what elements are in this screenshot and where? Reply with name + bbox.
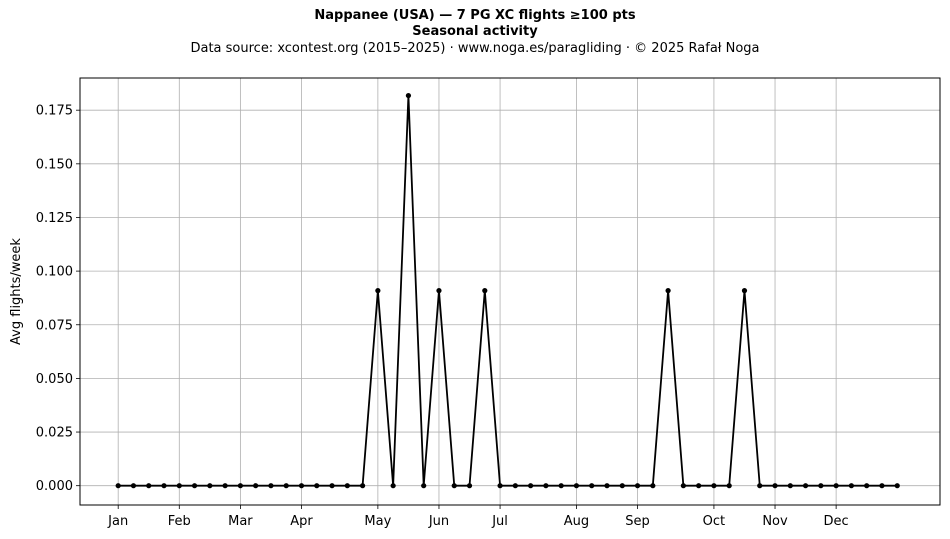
data-point	[344, 483, 350, 489]
x-tick-label: Aug	[564, 514, 589, 529]
x-tick-label: Dec	[824, 514, 849, 529]
y-tick-label: 0.050	[36, 372, 73, 387]
data-point	[482, 288, 488, 294]
chart-subtitle: Seasonal activity	[412, 24, 538, 39]
data-point	[879, 483, 885, 489]
y-tick-label: 0.100	[36, 265, 73, 280]
series-line	[118, 95, 898, 487]
data-point	[115, 483, 121, 489]
data-point	[894, 483, 900, 489]
data-point	[237, 483, 243, 489]
data-point	[512, 483, 518, 489]
data-point	[207, 483, 213, 489]
plot-frame	[79, 77, 941, 506]
data-point	[848, 483, 855, 489]
data-point	[390, 483, 396, 489]
x-tick-label: Jul	[491, 514, 508, 529]
data-point	[833, 483, 839, 489]
data-point	[726, 483, 732, 489]
data-point	[665, 288, 671, 294]
data-point	[680, 483, 686, 489]
data-point	[359, 483, 366, 489]
data-point	[466, 483, 473, 489]
data-point	[283, 483, 289, 489]
x-tick-label: Oct	[703, 514, 725, 529]
data-point	[405, 92, 412, 99]
data-point	[772, 483, 778, 489]
data-point	[573, 483, 580, 489]
data-point	[161, 483, 167, 489]
y-tick-label: 0.175	[36, 104, 73, 119]
data-point	[451, 483, 457, 489]
y-tick-label: 0.075	[36, 318, 73, 333]
y-tick-label: 0.150	[36, 157, 73, 172]
x-tick-label: Jun	[428, 514, 449, 529]
data-point	[421, 483, 427, 489]
data-point	[741, 288, 748, 294]
data-point	[298, 483, 305, 489]
data-point	[222, 483, 228, 489]
data-point	[757, 483, 763, 489]
data-point	[176, 483, 182, 489]
data-point	[696, 483, 702, 489]
chart-title: Nappanee (USA) — 7 PG XC flights ≥100 pt…	[314, 8, 636, 23]
data-point	[436, 288, 442, 294]
data-point	[650, 483, 656, 489]
chart-source-line: Data source: xcontest.org (2015–2025) · …	[190, 41, 760, 56]
data-point	[528, 483, 534, 489]
y-axis-label: Avg flights/week	[9, 238, 24, 345]
data-point	[558, 483, 564, 489]
data-point	[634, 483, 641, 489]
data-point	[619, 483, 625, 489]
data-point	[130, 483, 137, 489]
x-tick-label: May	[364, 514, 391, 529]
data-point	[329, 483, 335, 489]
data-point	[604, 483, 610, 489]
x-tick-label: Feb	[168, 514, 191, 529]
x-tick-label: Jan	[107, 514, 128, 529]
data-point	[787, 483, 793, 489]
data-point	[268, 483, 274, 489]
data-point	[253, 483, 259, 489]
x-tick-label: Apr	[290, 514, 313, 529]
x-tick-label: Mar	[228, 514, 253, 529]
data-point	[589, 483, 595, 489]
data-point	[191, 483, 198, 489]
y-tick-label: 0.025	[36, 426, 73, 441]
x-tick-label: Nov	[762, 514, 788, 529]
data-point	[802, 483, 809, 489]
data-point	[864, 483, 870, 489]
data-point	[497, 483, 503, 489]
chart-titles: Nappanee (USA) — 7 PG XC flights ≥100 pt…	[0, 8, 950, 58]
x-tick-label: Sep	[625, 514, 650, 529]
data-point	[818, 483, 824, 489]
data-point	[375, 288, 381, 294]
y-tick-label: 0.125	[36, 211, 73, 226]
y-tick-label: 0.000	[36, 479, 73, 494]
data-point	[543, 483, 549, 489]
data-point	[314, 483, 320, 489]
data-point	[711, 483, 717, 489]
data-point	[146, 483, 152, 489]
